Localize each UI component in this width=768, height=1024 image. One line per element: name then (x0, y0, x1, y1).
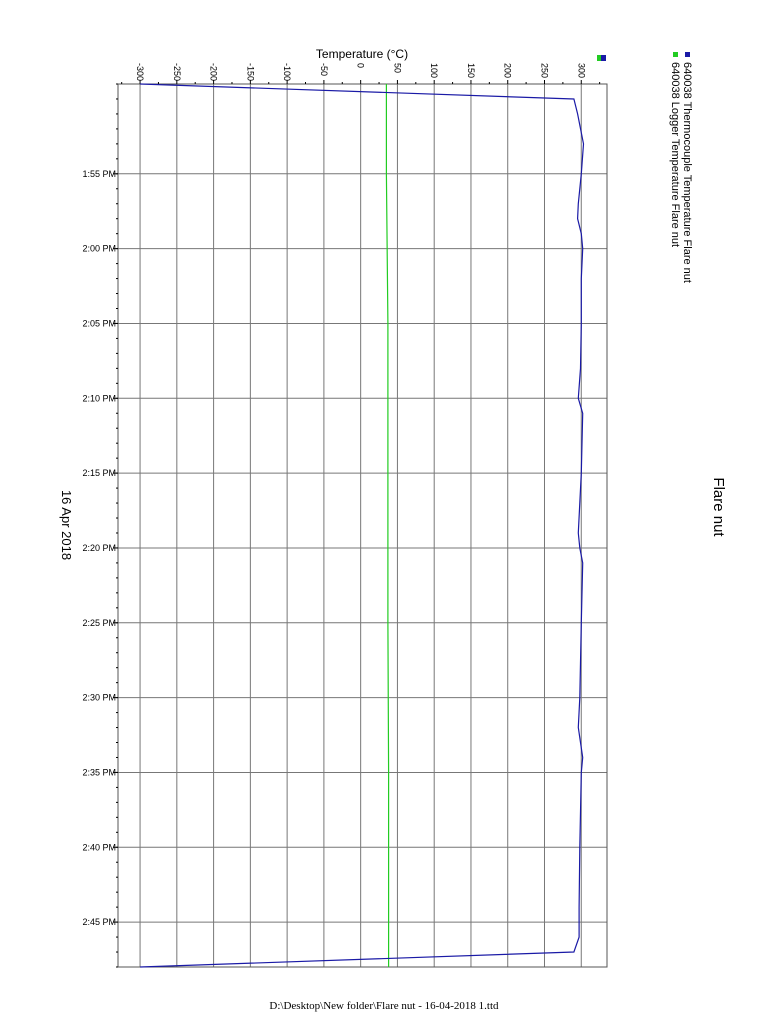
temperature-tick-label: 150 (466, 63, 476, 78)
time-axis: 1:55 PM 2:00 PM 2:05 PM 2:10 PM 2:15 PM 2:20 … (82, 169, 118, 927)
series-line-thermocouple (140, 83, 585, 968)
temperature-tick-label: 200 (503, 63, 513, 78)
time-tick-label: 2:40 PM (82, 842, 116, 852)
temperature-tick-label: 100 (429, 63, 439, 78)
time-tick-label: 2:10 PM (82, 393, 116, 403)
time-tick-label: 2:45 PM (82, 917, 116, 927)
chart-title: Flare nut (710, 477, 727, 537)
legend-swatch-logger (601, 55, 606, 61)
legend: 640038 Thermocouple Temperature Flare nu… (597, 52, 693, 283)
temperature-tick-label: 0 (356, 63, 366, 68)
temperature-tick-label: -50 (319, 63, 329, 76)
legend-label-thermocouple: 640038 Thermocouple Temperature Flare nu… (681, 62, 693, 283)
temperature-tick-label: -150 (245, 63, 255, 81)
date-label: 16 Apr 2018 (59, 490, 74, 560)
time-tick-label: 2:00 PM (82, 244, 116, 254)
legend-marker-logger (673, 52, 678, 57)
legend-swatch-thermocouple (597, 55, 601, 61)
series-line-logger (385, 84, 390, 967)
temperature-tick-label: -200 (209, 63, 219, 81)
temperature-axis: -300 -250 -200 -150 -100 -50 0 50 100 150 200 250 30… (121, 63, 601, 84)
temperature-tick-label: -300 (135, 63, 145, 81)
file-path-footer: D:\Desktop\New folder\Flare nut - 16-04-… (269, 1000, 499, 1012)
time-tick-label: 2:20 PM (82, 543, 116, 553)
time-tick-label: 2:30 PM (82, 693, 116, 703)
time-tick-label: 1:55 PM (82, 169, 116, 179)
temperature-axis-title: Temperature (°C) (316, 47, 408, 61)
time-tick-label: 2:25 PM (82, 618, 116, 628)
series-layer (140, 83, 585, 968)
time-tick-label: 2:15 PM (82, 468, 116, 478)
grid (118, 84, 607, 967)
temperature-chart: -300 -250 -200 -150 -100 -50 0 50 100 150 200 250 30… (59, 47, 727, 968)
temperature-tick-label: 300 (576, 63, 586, 78)
temperature-tick-label: 50 (392, 63, 402, 73)
legend-marker-thermocouple (685, 52, 690, 57)
time-tick-label: 2:05 PM (82, 318, 116, 328)
temperature-tick-label: -250 (172, 63, 182, 81)
plot-frame (117, 83, 608, 968)
time-tick-label: 2:35 PM (82, 767, 116, 777)
temperature-tick-label: 250 (539, 63, 549, 78)
temperature-tick-label: -100 (282, 63, 292, 81)
legend-label-logger: 640038 Logger Temperature Flare nut (669, 62, 681, 247)
